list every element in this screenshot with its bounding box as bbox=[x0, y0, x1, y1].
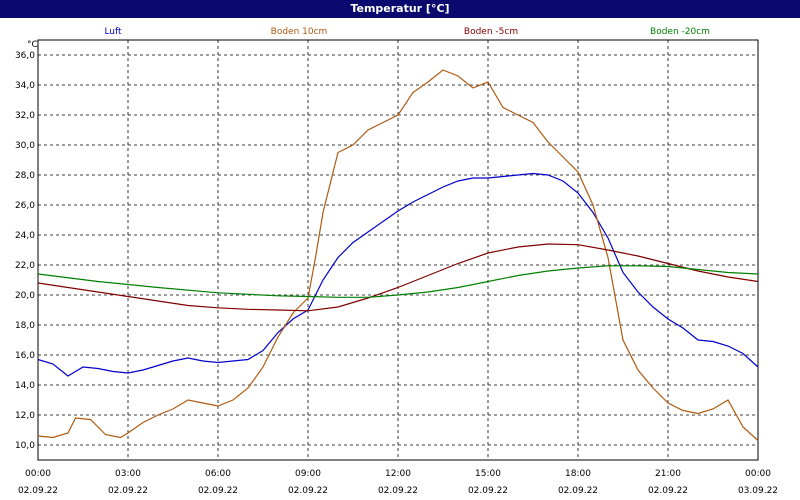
x-tick-date: 02.09.22 bbox=[288, 486, 328, 496]
y-tick-label: 28,0 bbox=[15, 171, 35, 181]
series-lines bbox=[37, 69, 759, 441]
x-tick-time: 21:00 bbox=[655, 469, 681, 479]
y-tick-label: 22,0 bbox=[15, 261, 35, 271]
y-tick-label: 20,0 bbox=[15, 291, 35, 301]
series-line-boden-20cm bbox=[37, 265, 759, 298]
legend-item: Luft bbox=[104, 27, 122, 37]
y-tick-label: 32,0 bbox=[15, 111, 35, 121]
legend: Luft Boden 10cm Boden -5cm Boden -20cm bbox=[104, 27, 710, 37]
y-tick-label: 10,0 bbox=[15, 441, 35, 451]
legend-item: Boden 10cm bbox=[271, 27, 328, 37]
x-tick-date: 02.09.22 bbox=[378, 486, 418, 496]
y-tick-label: 36,0 bbox=[15, 51, 35, 61]
x-tick-date: 02.09.22 bbox=[648, 486, 688, 496]
y-tick-label: 16,0 bbox=[15, 351, 35, 361]
y-tick-label: 18,0 bbox=[15, 321, 35, 331]
series-line-boden-10cm bbox=[37, 69, 759, 441]
y-tick-label: 24,0 bbox=[15, 231, 35, 241]
x-tick-date: 03.09.22 bbox=[738, 486, 778, 496]
x-tick-date: 02.09.22 bbox=[108, 486, 148, 496]
series-line-boden-5cm bbox=[37, 243, 759, 312]
x-tick-date: 02.09.22 bbox=[18, 486, 58, 496]
y-tick-label: 30,0 bbox=[15, 141, 35, 151]
x-tick-date: 02.09.22 bbox=[468, 486, 508, 496]
x-tick-date: 02.09.22 bbox=[558, 486, 598, 496]
y-axis-label: °C bbox=[27, 40, 38, 50]
x-tick-time: 18:00 bbox=[565, 469, 591, 479]
x-tick-time: 03:00 bbox=[115, 469, 141, 479]
x-tick-time: 09:00 bbox=[295, 469, 321, 479]
x-tick-date: 02.09.22 bbox=[198, 486, 238, 496]
x-axis-ticks: 00:00 02.09.22 03:00 02.09.22 06:00 02.09.22 0… bbox=[18, 469, 778, 496]
y-tick-label: 12,0 bbox=[15, 411, 35, 421]
x-tick-time: 06:00 bbox=[205, 469, 231, 479]
series-line-luft bbox=[37, 172, 759, 377]
y-tick-label: 14,0 bbox=[15, 381, 35, 391]
x-tick-time: 12:00 bbox=[385, 469, 411, 479]
grid bbox=[38, 40, 758, 460]
legend-item: Boden -5cm bbox=[464, 27, 518, 37]
x-tick-time: 00:00 bbox=[745, 469, 771, 479]
plot-frame bbox=[37, 39, 759, 461]
legend-item: Boden -20cm bbox=[650, 27, 710, 37]
y-tick-label: 34,0 bbox=[15, 81, 35, 91]
y-tick-label: 26,0 bbox=[15, 201, 35, 211]
y-axis-ticks: 10,0 12,0 14,0 16,0 18,0 20,0 22,0 24,0 26,0 28,0… bbox=[15, 51, 35, 451]
x-tick-time: 15:00 bbox=[475, 469, 501, 479]
x-tick-time: 00:00 bbox=[25, 469, 51, 479]
chart-title: Temperatur [°C] bbox=[0, 0, 800, 18]
